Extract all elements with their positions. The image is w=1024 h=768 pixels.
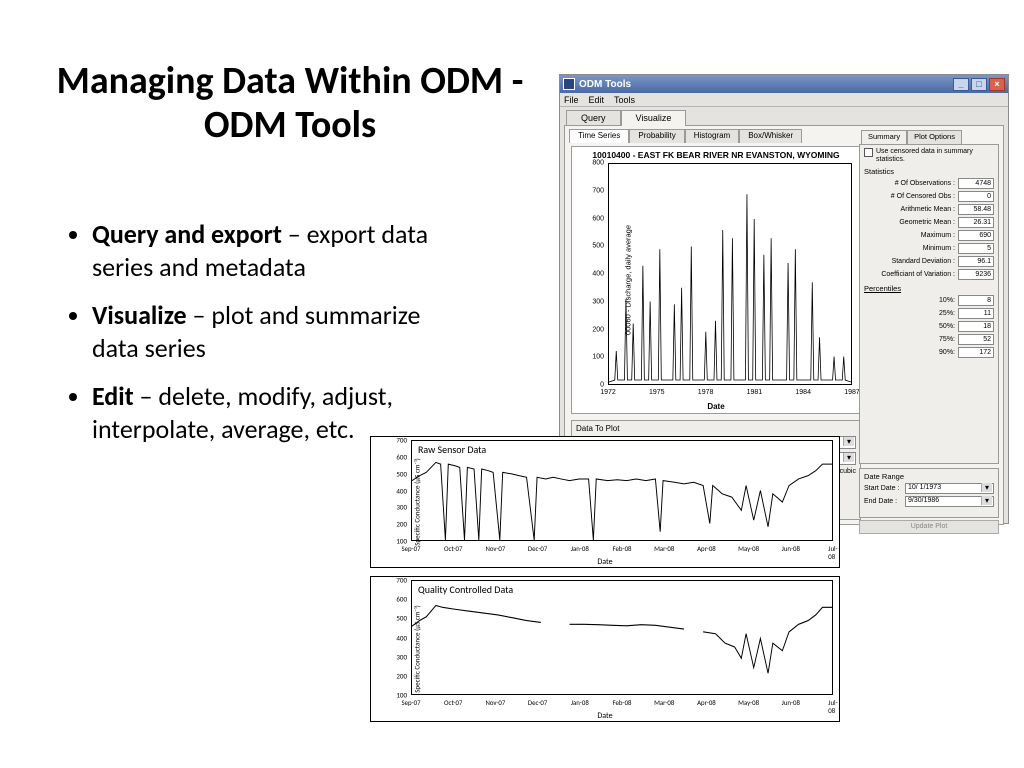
end-date-label: End Date : [864,498,902,505]
daterange-title: Date Range [864,472,994,481]
window-title: ODM Tools [579,79,631,90]
close-button[interactable]: × [989,78,1005,91]
raw-xticks: Sep-07Oct-07Nov-07Dec-07Jan-08Feb-08Mar-… [411,545,833,555]
chart-yticks: 0100200300400500600700800 [590,163,606,385]
tab-plot-options[interactable]: Plot Options [907,130,962,144]
chart-plotarea [608,163,852,385]
raw-sensor-chart: Specific Conductance (µS cm⁻¹) 100200300… [370,436,840,568]
chart-xlabel: Date [572,402,860,411]
subtab-boxwhisker[interactable]: Box/Whisker [739,129,802,143]
qc-sensor-chart: Specific Conductance (µS cm⁻¹) 100200300… [370,576,840,722]
qc-plotarea: Quality Controlled Data [411,580,833,695]
qc-xticks: Sep-07Oct-07Nov-07Dec-07Jan-08Feb-08Mar-… [411,699,833,709]
tab-summary[interactable]: Summary [861,130,907,144]
subtab-probability[interactable]: Probability [629,129,684,143]
start-date-input[interactable]: 10/ 1/1973 [905,483,994,494]
percentiles-header: Percentiles [864,284,994,293]
chart-xticks: 197219751978198119841987 [608,389,852,399]
main-tabstrip: Query Visualize [560,107,1008,125]
discharge-chart: 10010400 - EAST FK BEAR RIVER NR EVANSTO… [571,146,861,414]
raw-yticks: 100200300400500600700 [391,440,409,541]
bullet-list: Query and export – export data series an… [70,218,460,461]
slide-title: Managing Data Within ODM - ODM Tools [50,60,530,147]
minimize-button[interactable]: _ [953,78,969,91]
dtp-title: Data To Plot [576,424,856,433]
bullet-2: Visualize – plot and summarize data seri… [92,299,460,364]
menubar: File Edit Tools [560,93,1008,107]
daterange-panel: Date Range Start Date : 10/ 1/1973 End D… [859,468,999,518]
summary-panel: Summary Plot Options Use censored data i… [859,128,999,522]
menu-tools[interactable]: Tools [614,95,635,105]
censored-label: Use censored data in summary statistics. [876,148,994,163]
raw-plotarea: Raw Sensor Data [411,440,833,541]
summary-box: Use censored data in summary statistics.… [859,144,999,464]
subtab-timeseries[interactable]: Time Series [569,129,629,143]
tab-query[interactable]: Query [566,110,621,126]
subtab-histogram[interactable]: Histogram [685,129,739,143]
start-date-label: Start Date : [864,485,902,492]
app-icon [563,78,575,90]
maximize-button[interactable]: □ [971,78,987,91]
menu-file[interactable]: File [564,95,579,105]
qc-xlabel: Date [371,711,839,721]
raw-xlabel: Date [371,557,839,567]
window-titlebar[interactable]: ODM Tools _ □ × [560,75,1008,93]
end-date-input[interactable]: 9/30/1986 [905,496,994,507]
chart-title: 10010400 - EAST FK BEAR RIVER NR EVANSTO… [572,147,860,160]
update-plot-button[interactable]: Update Plot [859,520,999,534]
bullet-1: Query and export – export data series an… [92,218,460,283]
menu-edit[interactable]: Edit [589,95,605,105]
stats-header: Statistics [864,167,994,176]
censored-checkbox[interactable] [864,148,873,157]
tab-visualize[interactable]: Visualize [621,110,687,126]
qc-yticks: 100200300400500600700 [391,580,409,695]
